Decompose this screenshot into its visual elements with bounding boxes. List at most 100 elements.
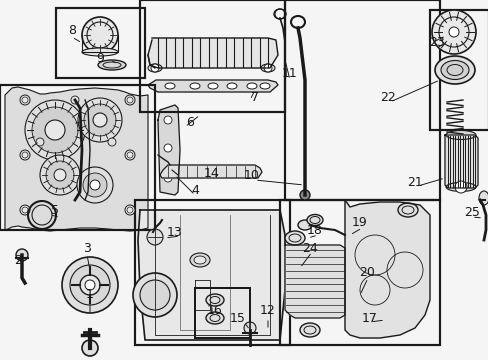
Text: 9: 9 xyxy=(96,51,104,64)
Circle shape xyxy=(36,138,44,146)
Circle shape xyxy=(20,150,30,160)
Text: 4: 4 xyxy=(191,184,199,197)
Circle shape xyxy=(82,17,118,53)
Text: 1: 1 xyxy=(86,288,94,302)
Circle shape xyxy=(82,340,98,356)
Text: 18: 18 xyxy=(306,224,322,237)
Text: 5: 5 xyxy=(51,203,59,216)
Text: 25: 25 xyxy=(463,206,479,219)
Circle shape xyxy=(70,265,110,305)
Bar xyxy=(140,0,285,112)
Ellipse shape xyxy=(445,183,475,192)
Circle shape xyxy=(244,322,256,334)
Text: 11: 11 xyxy=(282,67,297,80)
Ellipse shape xyxy=(397,203,417,217)
Ellipse shape xyxy=(98,60,126,70)
Circle shape xyxy=(20,205,30,215)
Ellipse shape xyxy=(299,323,319,337)
Text: 6: 6 xyxy=(185,116,194,129)
Circle shape xyxy=(448,27,458,37)
Circle shape xyxy=(54,169,66,181)
Ellipse shape xyxy=(207,83,218,89)
Text: 2: 2 xyxy=(14,253,22,266)
Circle shape xyxy=(93,113,107,127)
Polygon shape xyxy=(148,80,278,92)
Bar xyxy=(280,200,439,345)
Ellipse shape xyxy=(440,60,468,80)
Ellipse shape xyxy=(205,294,224,306)
Polygon shape xyxy=(5,87,148,231)
Circle shape xyxy=(125,205,135,215)
Ellipse shape xyxy=(205,312,224,324)
Circle shape xyxy=(140,280,170,310)
Circle shape xyxy=(25,100,85,160)
Ellipse shape xyxy=(190,253,209,267)
Bar xyxy=(135,200,289,345)
Text: 8: 8 xyxy=(68,23,76,36)
Bar xyxy=(285,0,439,200)
Circle shape xyxy=(40,155,80,195)
Text: 15: 15 xyxy=(229,311,245,324)
Ellipse shape xyxy=(260,83,269,89)
Circle shape xyxy=(20,95,30,105)
Circle shape xyxy=(85,280,95,290)
Circle shape xyxy=(108,138,116,146)
Circle shape xyxy=(77,167,113,203)
Bar xyxy=(429,10,488,130)
Text: 7: 7 xyxy=(250,90,259,104)
Text: 17: 17 xyxy=(361,311,377,324)
Circle shape xyxy=(264,64,271,72)
Text: 14: 14 xyxy=(203,166,220,180)
Text: 22: 22 xyxy=(379,90,395,104)
Bar xyxy=(285,0,439,200)
Ellipse shape xyxy=(297,220,311,230)
Text: 13: 13 xyxy=(167,225,183,239)
Circle shape xyxy=(32,107,78,153)
Bar xyxy=(135,200,289,345)
Circle shape xyxy=(16,249,28,261)
Bar xyxy=(195,288,249,338)
Circle shape xyxy=(163,144,172,152)
Circle shape xyxy=(62,257,118,313)
Ellipse shape xyxy=(285,231,305,245)
Text: 23: 23 xyxy=(428,36,444,49)
Text: 19: 19 xyxy=(351,216,367,229)
Text: 3: 3 xyxy=(83,242,91,255)
Polygon shape xyxy=(160,165,262,178)
Bar xyxy=(0,85,155,230)
Circle shape xyxy=(431,10,475,54)
Bar xyxy=(0,85,155,230)
Circle shape xyxy=(125,150,135,160)
Bar xyxy=(56,8,145,78)
Circle shape xyxy=(133,273,177,317)
Ellipse shape xyxy=(246,83,257,89)
Circle shape xyxy=(163,174,172,182)
Bar xyxy=(56,8,145,78)
Text: 16: 16 xyxy=(207,303,223,316)
Bar xyxy=(140,0,285,112)
Circle shape xyxy=(84,104,116,136)
Circle shape xyxy=(299,190,309,200)
Polygon shape xyxy=(345,200,429,338)
Circle shape xyxy=(454,181,466,193)
Polygon shape xyxy=(148,38,278,68)
Ellipse shape xyxy=(148,64,162,72)
Text: 24: 24 xyxy=(302,242,317,255)
Circle shape xyxy=(45,120,65,140)
Ellipse shape xyxy=(226,83,237,89)
Bar xyxy=(195,288,249,338)
Circle shape xyxy=(90,180,100,190)
Text: 21: 21 xyxy=(407,176,422,189)
Circle shape xyxy=(151,64,159,72)
Ellipse shape xyxy=(194,256,205,264)
Circle shape xyxy=(83,173,107,197)
Ellipse shape xyxy=(445,131,475,140)
Polygon shape xyxy=(138,210,285,340)
Bar xyxy=(195,288,249,338)
Ellipse shape xyxy=(261,64,274,72)
Polygon shape xyxy=(444,135,477,188)
Bar xyxy=(280,200,439,345)
Circle shape xyxy=(78,98,122,142)
Ellipse shape xyxy=(434,56,474,84)
Ellipse shape xyxy=(306,215,323,225)
